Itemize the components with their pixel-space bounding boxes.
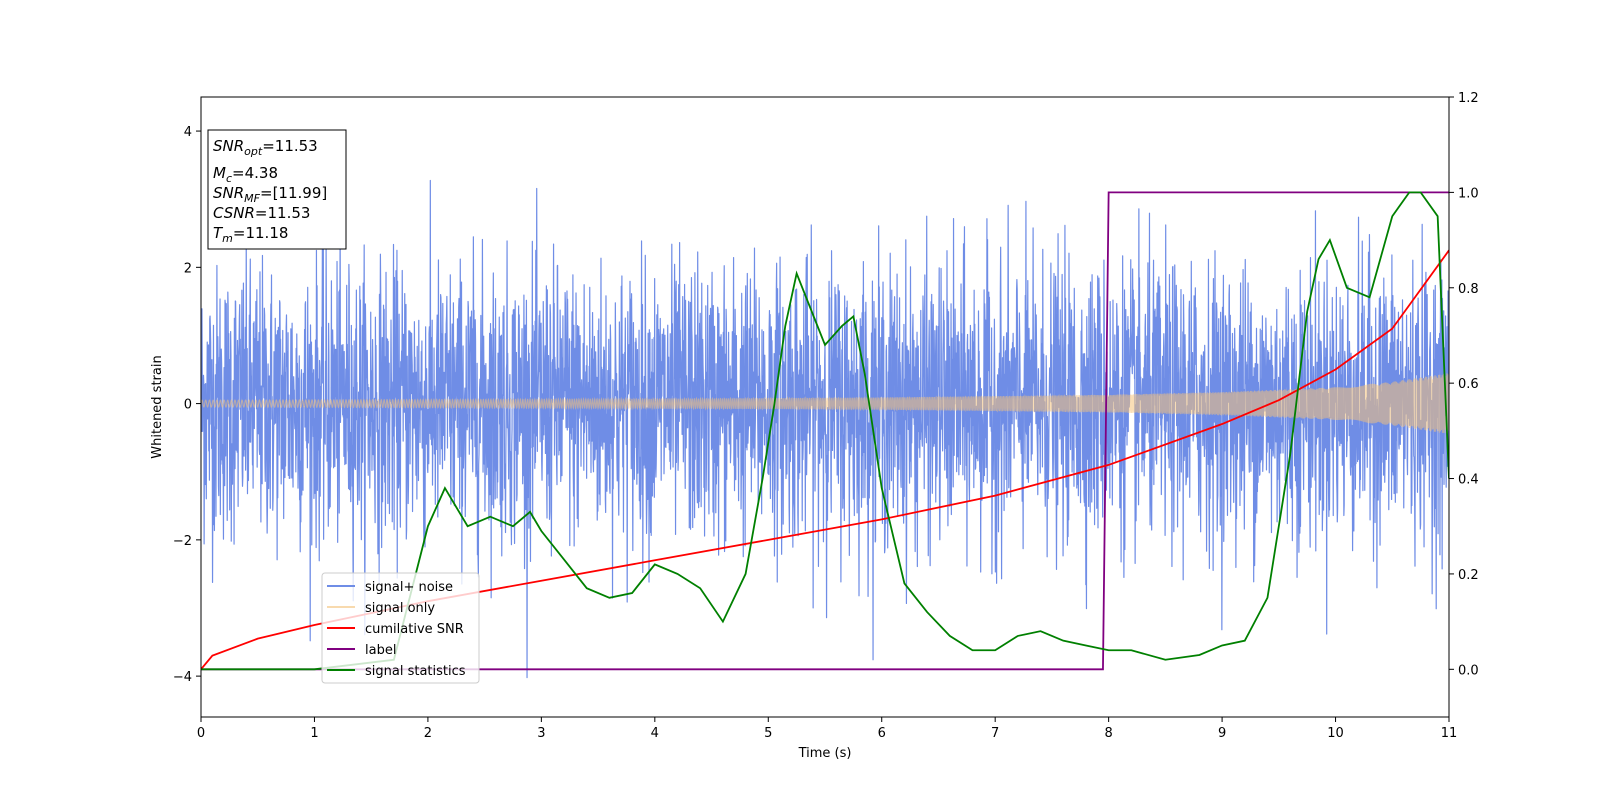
x-tick-label: 6 [878, 726, 886, 741]
stats-snr-opt: SNRopt=11.53 [213, 137, 318, 158]
x-tick-label: 7 [991, 726, 999, 741]
stats-box-frame [207, 129, 347, 250]
x-tick-label: 1 [310, 726, 318, 741]
series-label-line [201, 191, 1449, 671]
stats-box: SNRopt=11.53 Mc=4.38 SNRMF=[11.99] CSNR=… [207, 129, 347, 250]
x-tick-label: 5 [764, 726, 772, 741]
legend-signal-statistics-label: signal statistics [365, 664, 466, 679]
legend: signal+ noise signal only cumilative SNR… [321, 572, 480, 684]
stats-tm: Tm=11.18 [213, 224, 288, 245]
plot-area [201, 179, 1449, 679]
legend-cumilative-snr-label: cumilative SNR [365, 622, 464, 637]
y2-tick-label: 0.8 [1458, 282, 1479, 297]
series-signal-statistics-line [201, 191, 1449, 671]
x-tick-label: 0 [197, 726, 205, 741]
x-tick-label: 9 [1218, 726, 1226, 741]
legend-label-label: label [365, 643, 396, 658]
legend-signal-only-label: signal only [365, 601, 435, 616]
x-tick-label: 10 [1327, 726, 1344, 741]
y-tick-label: −2 [173, 534, 192, 549]
legend-frame [321, 572, 480, 684]
y2-tick-label: 0.2 [1458, 568, 1479, 583]
y2-tick-label: 1.0 [1458, 186, 1479, 201]
y-axis-label: Whitened strain [150, 355, 165, 458]
x-tick-label: 11 [1441, 726, 1458, 741]
y2-tick-label: 0.4 [1458, 473, 1479, 488]
x-axis-label: Time (s) [798, 746, 852, 761]
axis-ticks: 0 1 2 3 4 5 6 7 8 9 10 11 −4 −2 0 2 4 0.0 0.2 0.4 0.6 0.8 1.0 1… [173, 91, 1479, 741]
x-tick-label: 2 [424, 726, 432, 741]
stats-mc: Mc=4.38 [213, 164, 278, 185]
x-tick-label: 3 [537, 726, 545, 741]
x-tick-label: 8 [1104, 726, 1112, 741]
stats-snr-mf: SNRMF=[11.99] [213, 184, 327, 205]
y-tick-label: 2 [184, 261, 192, 276]
x-tick-label: 4 [651, 726, 659, 741]
y2-tick-label: 0.6 [1458, 377, 1479, 392]
axes-frame [200, 96, 1450, 718]
y-tick-label: −4 [173, 670, 192, 685]
series-signal-only-line [201, 373, 1449, 434]
stats-csnr: CSNR=11.53 [213, 204, 310, 222]
y2-tick-label: 1.2 [1458, 91, 1479, 106]
y-tick-label: 0 [184, 398, 192, 413]
y2-tick-label: 0.0 [1458, 663, 1479, 678]
legend-signal-noise-label: signal+ noise [365, 580, 453, 595]
y-tick-label: 4 [184, 125, 192, 140]
series-cumilative-snr-line [201, 249, 1449, 670]
